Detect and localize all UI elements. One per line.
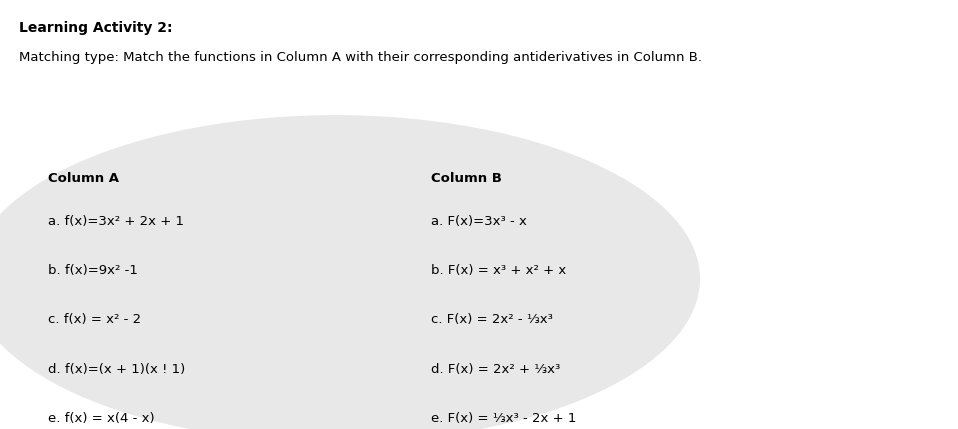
Text: c. F(x) = 2x² - ⅓x³: c. F(x) = 2x² - ⅓x³ bbox=[431, 313, 553, 326]
Text: e. F(x) = ⅓x³ - 2x + 1: e. F(x) = ⅓x³ - 2x + 1 bbox=[431, 412, 577, 425]
Text: Learning Activity 2:: Learning Activity 2: bbox=[19, 21, 172, 36]
Text: d. f(x)=(x + 1)(x ! 1): d. f(x)=(x + 1)(x ! 1) bbox=[48, 363, 185, 375]
Text: Column B: Column B bbox=[431, 172, 502, 184]
Text: a. f(x)=3x² + 2x + 1: a. f(x)=3x² + 2x + 1 bbox=[48, 214, 184, 227]
Text: Column A: Column A bbox=[48, 172, 119, 184]
Text: c. f(x) = x² - 2: c. f(x) = x² - 2 bbox=[48, 313, 141, 326]
Text: Matching type: Match the functions in Column A with their corresponding antideri: Matching type: Match the functions in Co… bbox=[19, 51, 702, 64]
Text: b. F(x) = x³ + x² + x: b. F(x) = x³ + x² + x bbox=[431, 264, 566, 277]
Text: d. F(x) = 2x² + ⅓x³: d. F(x) = 2x² + ⅓x³ bbox=[431, 363, 560, 375]
Text: b. f(x)=9x² -1: b. f(x)=9x² -1 bbox=[48, 264, 138, 277]
Text: e. f(x) = x(4 - x): e. f(x) = x(4 - x) bbox=[48, 412, 154, 425]
Text: a. F(x)=3x³ - x: a. F(x)=3x³ - x bbox=[431, 214, 527, 227]
